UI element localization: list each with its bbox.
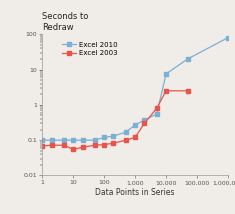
Excel 2010 [50, 139, 53, 141]
Excel 2003 [41, 145, 44, 147]
Excel 2010 [41, 139, 44, 141]
Excel 2010 [112, 135, 115, 137]
Excel 2010 [227, 36, 229, 39]
X-axis label: Data Points in Series: Data Points in Series [95, 188, 175, 197]
Excel 2010 [134, 124, 137, 126]
Line: Excel 2003: Excel 2003 [40, 89, 190, 151]
Excel 2003 [103, 143, 106, 146]
Excel 2010 [72, 139, 75, 141]
Excel 2003 [63, 144, 65, 147]
Excel 2003 [50, 144, 53, 147]
Excel 2010 [155, 113, 158, 115]
Line: Excel 2010: Excel 2010 [40, 36, 230, 142]
Excel 2003 [165, 89, 168, 92]
Excel 2003 [81, 146, 84, 149]
Text: Seconds to
Redraw: Seconds to Redraw [42, 12, 89, 32]
Excel 2003 [186, 89, 189, 92]
Excel 2003 [124, 139, 127, 141]
Excel 2010 [143, 119, 146, 121]
Excel 2010 [94, 139, 96, 141]
Excel 2010 [63, 139, 65, 141]
Excel 2010 [81, 139, 84, 141]
Excel 2003 [94, 144, 96, 147]
Excel 2003 [134, 136, 137, 139]
Excel 2003 [143, 122, 146, 125]
Excel 2003 [155, 107, 158, 110]
Excel 2003 [72, 148, 75, 151]
Excel 2010 [165, 73, 168, 75]
Excel 2010 [103, 136, 106, 139]
Legend: Excel 2010, Excel 2003: Excel 2010, Excel 2003 [61, 40, 119, 57]
Excel 2010 [124, 131, 127, 133]
Excel 2010 [186, 58, 189, 60]
Excel 2003 [112, 142, 115, 144]
